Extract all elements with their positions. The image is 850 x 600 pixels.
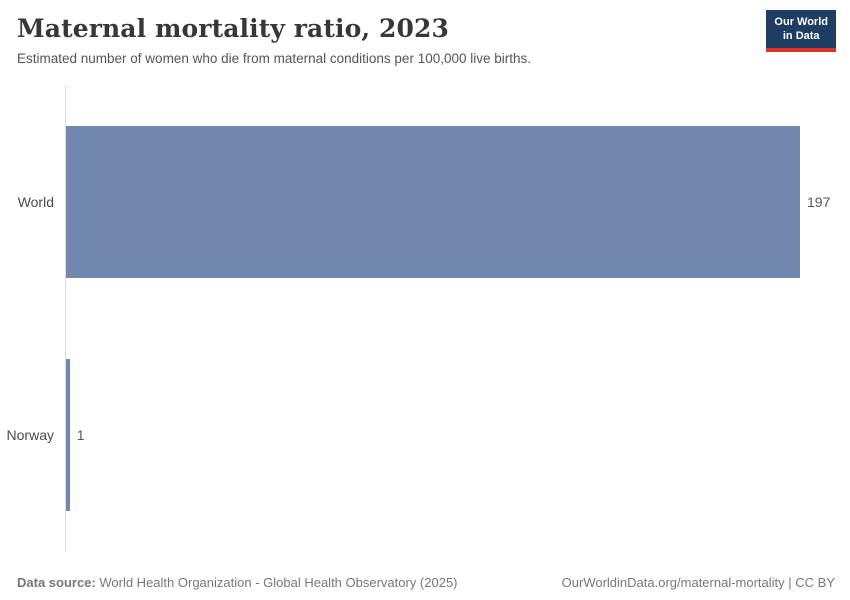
owid-logo-line2: in Data <box>782 29 820 42</box>
data-source-value: World Health Organization - Global Healt… <box>95 575 458 590</box>
data-source-label: Data source: <box>17 575 96 590</box>
value-label-world: 197 <box>807 193 831 210</box>
bar-row: Norway 1 <box>0 319 850 553</box>
owid-logo-line1: Our World <box>774 16 828 28</box>
data-source: Data source: World Health Organization -… <box>17 575 458 590</box>
y-axis-line <box>65 85 66 552</box>
bar-norway[interactable] <box>66 359 70 512</box>
bars-container: World 197 Norway 1 <box>0 85 850 552</box>
bar-world[interactable] <box>66 125 800 278</box>
owid-logo[interactable]: Our World in Data <box>766 10 836 52</box>
bar-row: World 197 <box>0 85 850 319</box>
category-label-world: World <box>17 193 54 210</box>
category-label-norway: Norway <box>6 427 54 444</box>
chart-header: Maternal mortality ratio, 2023 Estimated… <box>17 14 730 66</box>
page-subtitle: Estimated number of women who die from m… <box>17 51 532 66</box>
value-label-norway: 1 <box>76 427 85 444</box>
footer-link[interactable]: OurWorldinData.org/maternal-mortality | … <box>561 575 835 590</box>
chart-footer: Data source: World Health Organization -… <box>17 575 835 590</box>
page-title: Maternal mortality ratio, 2023 <box>17 14 449 43</box>
bar-chart: World 197 Norway 1 <box>0 85 850 552</box>
